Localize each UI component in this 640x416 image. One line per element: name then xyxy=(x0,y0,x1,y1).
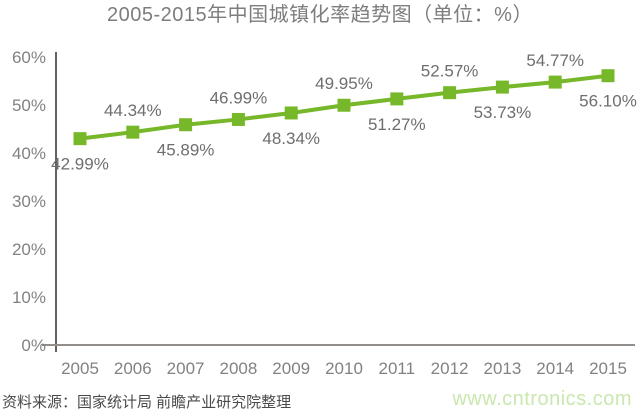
data-point-marker xyxy=(443,86,457,100)
x-axis-tick-label: 2010 xyxy=(325,359,363,378)
data-point-label: 51.27% xyxy=(368,115,426,134)
x-axis-tick-label: 2007 xyxy=(167,359,205,378)
y-axis-tick-label: 50% xyxy=(12,96,46,115)
data-point-label: 45.89% xyxy=(157,141,215,160)
data-source-note: 资料来源：国家统计局 前瞻产业研究院整理 xyxy=(2,394,292,411)
y-axis-tick-label: 40% xyxy=(12,144,46,163)
x-axis-tick-label: 2011 xyxy=(379,359,416,378)
x-axis-tick-label: 2012 xyxy=(431,359,469,378)
y-axis-tick-label: 60% xyxy=(12,48,46,67)
data-point-marker xyxy=(126,125,140,139)
data-point-label: 53.73% xyxy=(474,103,532,122)
data-point-label: 42.99% xyxy=(51,155,109,174)
y-axis-tick-label: 10% xyxy=(12,288,46,307)
data-point-label: 44.34% xyxy=(104,101,162,120)
data-point-marker xyxy=(495,80,509,94)
y-axis-tick-label: 20% xyxy=(12,240,46,259)
x-axis-tick-label: 2005 xyxy=(61,359,99,378)
x-axis-tick-label: 2014 xyxy=(536,359,574,378)
x-axis-tick-label: 2015 xyxy=(589,359,627,378)
data-point-marker xyxy=(73,132,87,146)
x-axis-tick-label: 2009 xyxy=(272,359,310,378)
data-point-marker xyxy=(284,106,298,120)
data-point-label: 54.77% xyxy=(526,51,584,70)
data-point-marker xyxy=(390,92,404,106)
y-axis-tick-label: 30% xyxy=(12,192,46,211)
website-watermark: www.cntronics.com xyxy=(452,388,632,410)
data-point-label: 52.57% xyxy=(421,62,479,81)
x-axis-tick-label: 2008 xyxy=(219,359,257,378)
data-point-marker xyxy=(231,112,245,126)
data-point-label: 46.99% xyxy=(210,88,268,107)
chart-title: 2005-2015年中国城镇化率趋势图（单位：%） xyxy=(107,4,533,26)
x-axis-tick-label: 2006 xyxy=(114,359,152,378)
data-point-marker xyxy=(548,75,562,89)
data-point-label: 49.95% xyxy=(315,74,373,93)
data-point-marker xyxy=(179,118,193,132)
x-axis-tick-label: 2013 xyxy=(483,359,521,378)
data-point-label: 48.34% xyxy=(262,129,320,148)
y-axis-tick-label: 0% xyxy=(21,336,46,355)
data-point-marker xyxy=(601,69,615,83)
data-point-label: 56.10% xyxy=(579,92,637,111)
data-point-marker xyxy=(337,98,351,112)
